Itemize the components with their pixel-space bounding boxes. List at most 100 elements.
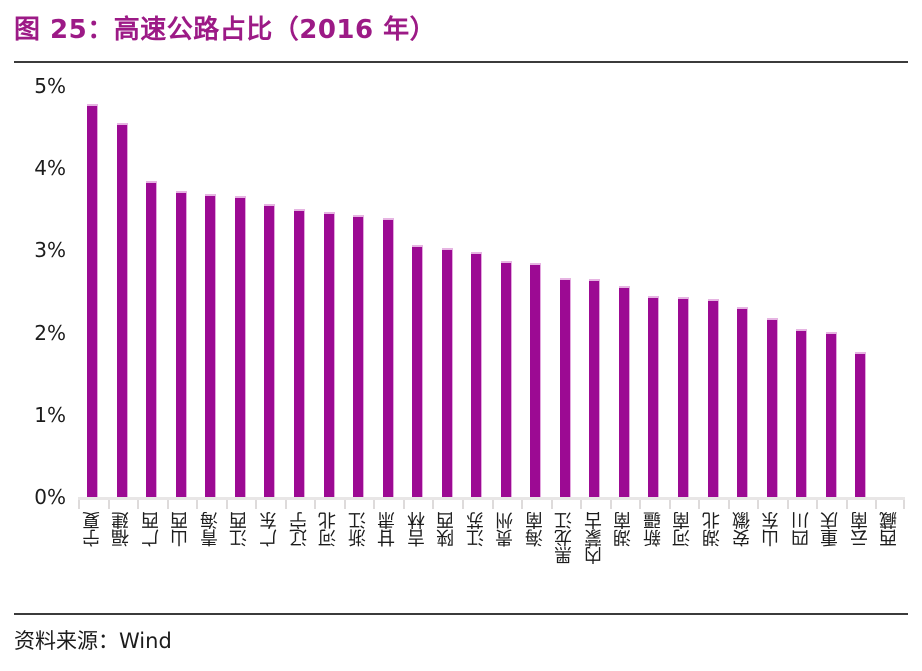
x-axis-category-label: 山东	[761, 512, 783, 547]
x-axis-category-label: 四川	[790, 512, 812, 547]
x-axis-tick	[580, 500, 583, 509]
x-axis-category-label: 海南	[524, 512, 546, 547]
x-axis-tick	[845, 500, 848, 509]
source-divider	[14, 613, 908, 615]
bar	[264, 204, 276, 497]
x-axis-category-label: 重庆	[820, 512, 842, 547]
x-axis-category-label: 安徽	[731, 512, 753, 547]
bar	[677, 297, 689, 497]
bar	[234, 196, 246, 497]
bar	[294, 209, 306, 497]
x-axis-category-label: 吉林	[406, 512, 428, 547]
x-axis-tick	[639, 500, 642, 509]
x-axis-category-label: 西藏	[879, 512, 901, 547]
y-axis-tick-label: 5%	[34, 74, 66, 98]
x-axis-tick	[903, 500, 905, 509]
y-axis-tick-label: 4%	[34, 156, 66, 181]
x-axis-tick	[343, 500, 346, 509]
x-axis-category-label: 新疆	[642, 512, 664, 547]
y-axis-tick-label: 1%	[34, 402, 66, 427]
bar	[116, 123, 128, 497]
x-axis-tick	[225, 500, 228, 509]
x-axis-category-label: 贵州	[495, 512, 517, 547]
x-axis-tick	[668, 500, 671, 509]
x-axis-tick	[698, 500, 701, 509]
y-axis-tick-label: 0%	[34, 485, 66, 509]
x-axis-category-label: 内蒙古	[583, 512, 605, 565]
x-axis-tick	[461, 500, 464, 509]
bar	[559, 277, 571, 497]
bar	[175, 191, 187, 497]
x-axis-category-label: 陕西	[436, 512, 458, 547]
x-axis-tick	[786, 500, 789, 509]
x-axis-tick	[491, 500, 494, 509]
bar	[766, 317, 778, 497]
x-axis-tick	[78, 500, 80, 509]
bar	[471, 252, 483, 497]
bar	[205, 193, 217, 497]
x-axis-category-label: 青海	[199, 512, 221, 547]
x-axis-category-label: 甘肃	[377, 512, 399, 547]
bar	[441, 247, 453, 497]
x-axis-tick	[402, 500, 405, 509]
x-axis-category-label: 浙江	[347, 512, 369, 547]
bar	[737, 307, 749, 497]
x-axis-category-label: 云南	[849, 512, 871, 547]
y-axis-tick-label: 3%	[34, 238, 66, 263]
bar	[618, 285, 630, 497]
bar	[500, 261, 512, 497]
bar	[855, 352, 867, 497]
x-axis-category-label: 河南	[672, 512, 694, 547]
x-axis-category-label: 江苏	[465, 512, 487, 547]
x-axis-tick	[196, 500, 199, 509]
x-axis-category-labels: 宁夏 福建 广西 山西 青海 江西 广东 辽宁 河北 浙江 甘肃 吉林 陕西 江苏 贵州 海南 黑龙江 内蒙古 湖南…	[78, 512, 905, 612]
x-axis-category-label: 河北	[318, 512, 340, 547]
y-axis-tick-label: 2%	[34, 320, 66, 345]
x-axis-tick	[137, 500, 140, 509]
x-axis-tick	[432, 500, 435, 509]
x-axis-category-label: 宁夏	[81, 512, 103, 547]
x-axis-category-label: 山西	[170, 512, 192, 547]
bar	[323, 211, 335, 497]
x-axis-tick	[521, 500, 524, 509]
title-divider	[14, 61, 908, 63]
bar	[825, 331, 837, 497]
x-axis-tick	[373, 500, 376, 509]
bar	[530, 262, 542, 497]
bar	[589, 279, 601, 497]
x-axis-tick	[816, 500, 819, 509]
x-axis-category-label: 湖南	[613, 512, 635, 547]
x-axis-tick	[166, 500, 169, 509]
bar	[707, 298, 719, 497]
x-axis-tick	[757, 500, 760, 509]
page-title: 图 25：高速公路占比（2016 年）	[14, 15, 437, 45]
x-axis-category-label: 江西	[229, 512, 251, 547]
x-axis-line	[78, 497, 905, 500]
bar-series	[78, 86, 905, 497]
x-axis-category-label: 广东	[258, 512, 280, 547]
bar	[353, 215, 365, 497]
x-axis-category-label: 福建	[111, 512, 133, 547]
bar	[87, 104, 99, 497]
x-axis-tick	[727, 500, 730, 509]
x-axis-ticks	[78, 500, 905, 509]
y-axis-labels: 0% 1% 2% 3% 4% 5%	[0, 66, 78, 517]
bar	[382, 217, 394, 497]
source-note: 资料来源：Wind	[14, 629, 172, 653]
bar	[146, 180, 158, 497]
bar-chart: 0% 1% 2% 3% 4% 5% 宁夏 福建 广西 山西 青海 江西 广东 辽宁 河北 浙江 甘肃 吉林 陕西江…	[0, 66, 922, 611]
bar	[796, 328, 808, 497]
x-axis-category-label: 黑龙江	[554, 512, 576, 565]
x-axis-tick	[550, 500, 553, 509]
x-axis-tick	[314, 500, 317, 509]
x-axis-category-label: 湖北	[702, 512, 724, 547]
x-axis-tick	[107, 500, 110, 509]
x-axis-tick	[875, 500, 878, 509]
bar	[412, 244, 424, 497]
x-axis-tick	[284, 500, 287, 509]
bar	[648, 296, 660, 497]
x-axis-tick	[609, 500, 612, 509]
x-axis-tick	[255, 500, 258, 509]
x-axis-category-label: 辽宁	[288, 512, 310, 547]
